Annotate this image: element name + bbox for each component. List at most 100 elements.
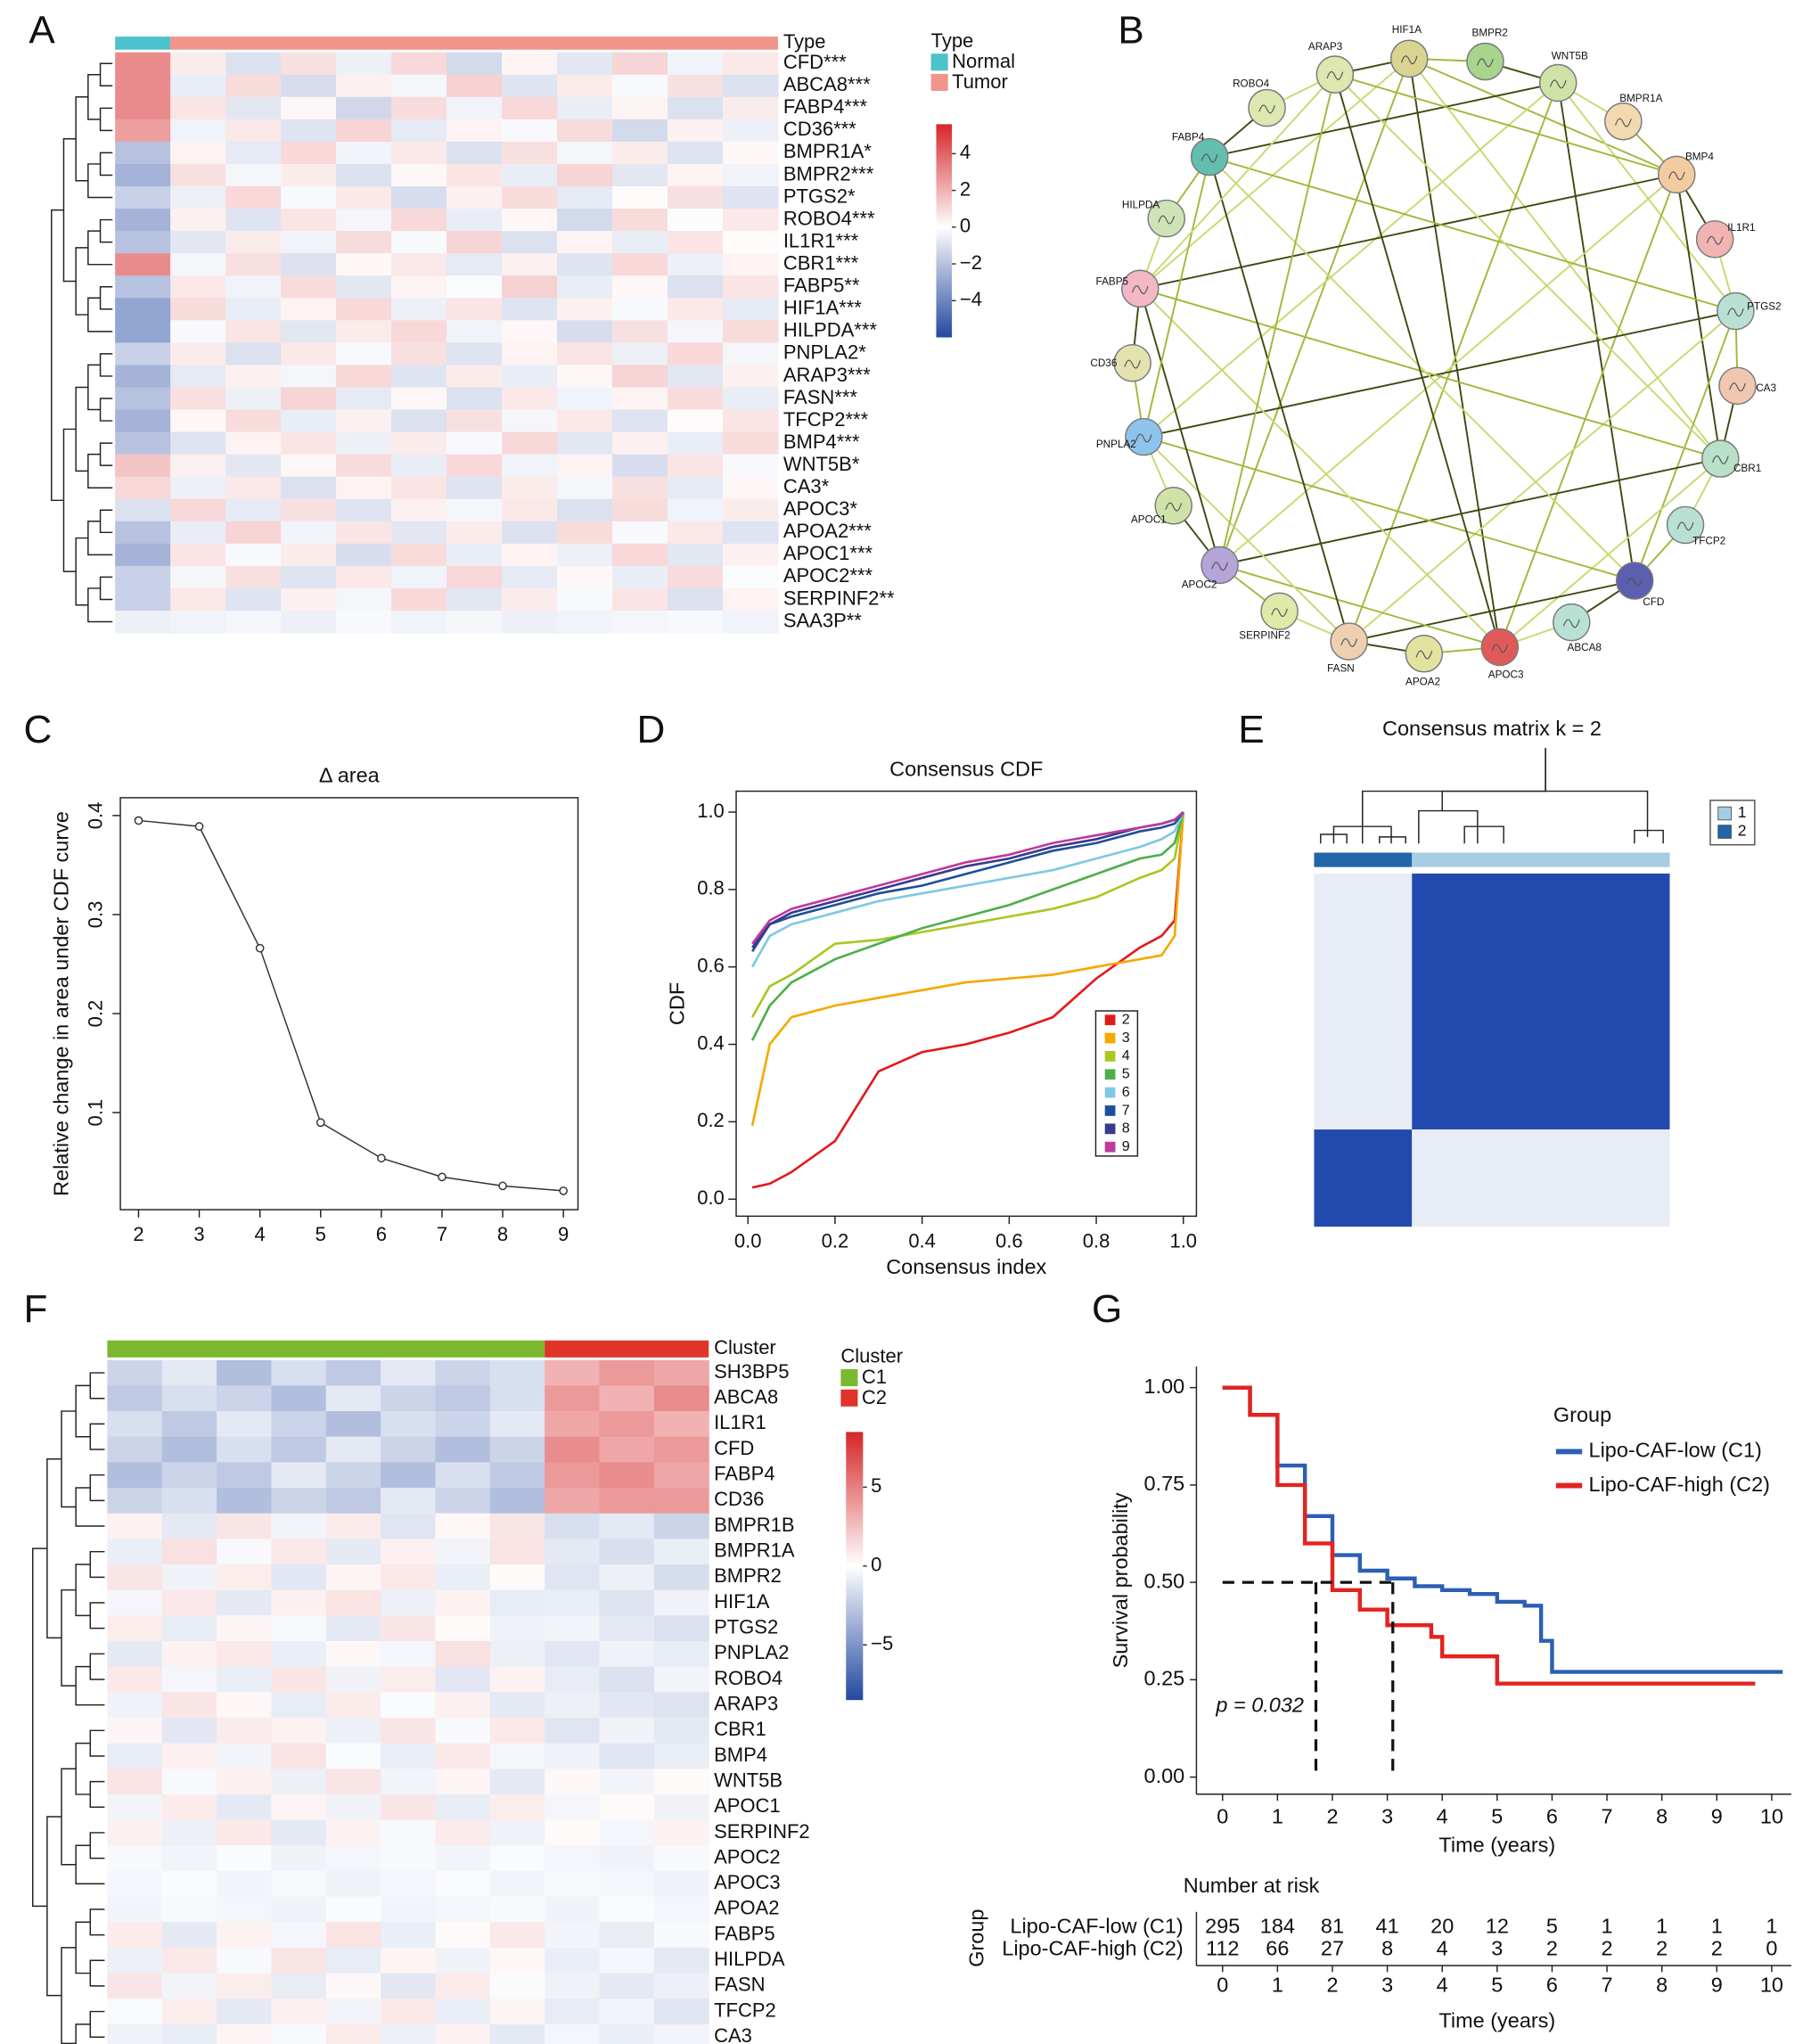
heatmap-cell <box>281 253 337 276</box>
heatmap-cell <box>381 1615 437 1642</box>
heatmap-cell <box>435 1717 491 1744</box>
heatmap-cell <box>217 1999 273 2025</box>
heatmap-cell <box>557 498 613 522</box>
heatmap-cell <box>435 1922 491 1949</box>
legend-swatch <box>1104 1032 1116 1044</box>
legend-swatch <box>1104 1141 1116 1153</box>
network-edge <box>1139 288 1501 648</box>
heatmap-cell <box>435 1589 491 1616</box>
heatmap-cell <box>225 96 282 120</box>
node-structure <box>1477 58 1494 68</box>
row-label: BMP4 <box>714 1744 767 1766</box>
row-label: SERPINF2** <box>783 587 895 609</box>
heatmap-cell <box>653 1359 709 1386</box>
legend-swatch <box>840 1389 858 1407</box>
row-label: HIF1A*** <box>783 297 862 319</box>
node-structure <box>1201 153 1218 163</box>
series-line <box>750 811 1185 1041</box>
heatmap-cell <box>281 409 337 433</box>
network-edge <box>1334 73 1721 460</box>
heatmap-cell <box>447 185 503 209</box>
network-edge <box>1139 73 1336 290</box>
heatmap-cell <box>667 163 724 187</box>
heatmap-cell <box>545 2023 601 2044</box>
heatmap-cell <box>170 387 226 411</box>
heatmap-cell <box>545 1436 601 1463</box>
heatmap-cell <box>336 320 392 343</box>
risk-count: 5 <box>1546 1915 1558 1938</box>
heatmap-cell <box>336 387 392 411</box>
heatmap-cell <box>653 1513 709 1539</box>
risk-count: 2 <box>1546 1937 1558 1960</box>
heatmap-cell <box>271 1717 327 1744</box>
network-edge <box>1348 82 1560 642</box>
heatmap-cell <box>391 231 447 254</box>
legend-swatch <box>1717 825 1732 839</box>
heatmap-cell <box>612 52 668 76</box>
dendro-branch <box>62 138 77 283</box>
color-bar <box>846 1432 864 1701</box>
heatmap-cell <box>653 1999 709 2025</box>
heatmap-cell <box>115 231 171 254</box>
series-line <box>751 811 1185 1189</box>
heatmap-cell <box>545 1513 601 1539</box>
heatmap-cell <box>447 298 503 321</box>
heatmap-cell <box>489 1436 545 1463</box>
heatmap-cell <box>447 521 503 545</box>
heatmap-cell <box>161 1411 217 1438</box>
heatmap-cell <box>170 610 226 634</box>
network-node <box>1604 102 1643 141</box>
heatmap-cell <box>489 1589 545 1616</box>
heatmap-cell <box>502 163 558 187</box>
network-edge <box>1333 74 1501 648</box>
node-label: APOC2 <box>1182 579 1217 591</box>
heatmap-cell <box>545 1615 601 1642</box>
dendro-branch <box>75 1921 91 1974</box>
heatmap-cell <box>391 409 447 433</box>
heatmap-cell <box>115 209 171 232</box>
row-label: ROBO4*** <box>783 207 875 229</box>
heatmap-cell <box>325 1717 381 1744</box>
heatmap-cell <box>557 163 613 187</box>
heatmap-cell <box>653 1794 709 1821</box>
heatmap-cell <box>612 454 668 478</box>
heatmap-cell <box>502 231 558 254</box>
heatmap-cell <box>271 1999 327 2025</box>
node-structure <box>1271 608 1288 617</box>
y-tick-label: 1.00 <box>1144 1375 1185 1398</box>
heatmap-cell <box>545 1922 601 1949</box>
heatmap-cell <box>653 1615 709 1642</box>
risk-x-tick-label: 2 <box>1326 1974 1338 1997</box>
heatmap-cell <box>435 1385 491 1412</box>
row-label: ARAP3*** <box>783 364 871 386</box>
heatmap-cell <box>599 1819 655 1846</box>
point <box>377 1153 386 1163</box>
heatmap-cell <box>381 1436 437 1463</box>
network-node <box>1330 622 1368 661</box>
heatmap-cell <box>502 74 558 98</box>
heatmap-cell <box>435 1743 491 1769</box>
row-label: CFD*** <box>783 51 847 73</box>
heatmap-cell <box>502 565 558 589</box>
column-dendrogram <box>1320 748 1664 844</box>
heatmap-cell <box>653 1589 709 1616</box>
heatmap-cell <box>545 1947 601 1974</box>
network-edge <box>1218 174 1677 566</box>
survival-curve <box>1222 1385 1756 1686</box>
heatmap-cell <box>281 498 337 522</box>
heatmap-cell <box>161 1539 217 1565</box>
cluster-bar <box>1314 852 1413 867</box>
node-label: APOA2 <box>1405 677 1440 688</box>
heatmap-cell <box>599 1359 655 1386</box>
x-tick-label: 5 <box>315 1223 326 1245</box>
heatmap-cell <box>667 209 724 232</box>
heatmap-cell <box>545 1794 601 1821</box>
heatmap-cell <box>557 74 613 98</box>
heatmap-cell <box>115 521 171 545</box>
survival-curve <box>1222 1385 1783 1674</box>
legend-label: 9 <box>1122 1138 1130 1154</box>
heatmap-cell <box>161 1845 217 1872</box>
heatmap-cell <box>667 52 724 76</box>
point <box>498 1181 507 1191</box>
row-label: WNT5B* <box>783 453 860 475</box>
